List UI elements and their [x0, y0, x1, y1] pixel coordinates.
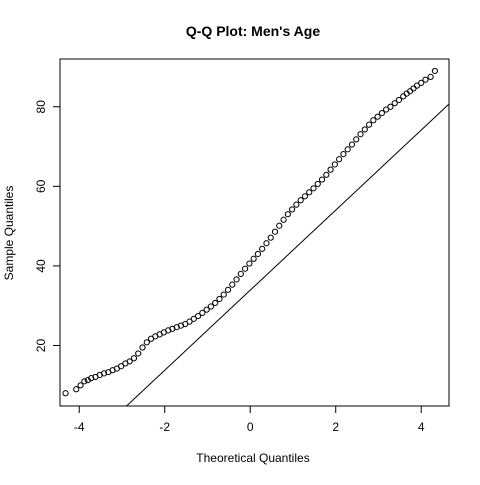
data-point [259, 245, 266, 252]
data-point [203, 306, 210, 313]
data-point [246, 260, 253, 267]
data-point [323, 171, 330, 178]
data-point [280, 216, 287, 223]
data-point [331, 161, 338, 168]
data-point [289, 206, 296, 213]
x-axis: -4 -2 0 2 4 [74, 406, 425, 434]
data-point [348, 141, 356, 148]
data-point [365, 121, 373, 128]
data-point [212, 299, 219, 307]
y-tick-label: 40 [34, 259, 48, 273]
data-point [207, 303, 214, 310]
plot-area-frame [59, 58, 450, 407]
data-point [254, 250, 262, 258]
data-point [194, 312, 202, 320]
data-point [327, 166, 334, 173]
y-tick-label: 80 [34, 100, 48, 114]
data-point [301, 193, 309, 200]
data-point [344, 146, 351, 153]
data-point [139, 344, 146, 351]
data-point [190, 315, 197, 322]
data-point [306, 189, 313, 196]
data-point [241, 265, 249, 272]
data-point [118, 363, 125, 370]
x-axis-label: Theoretical Quantiles [196, 451, 309, 465]
data-point [427, 73, 434, 81]
data-point [62, 390, 69, 397]
data-point [100, 370, 108, 377]
data-point [267, 234, 274, 241]
data-point [310, 185, 317, 192]
data-point [413, 82, 421, 89]
points-group [62, 67, 438, 397]
data-point [220, 291, 227, 298]
data-point [336, 156, 343, 163]
x-tick-label: 2 [332, 420, 339, 434]
data-point [237, 270, 244, 277]
data-point [81, 378, 88, 385]
qq-reference-line [126, 103, 450, 407]
data-point [186, 318, 193, 325]
data-point [374, 113, 381, 120]
data-point [276, 222, 283, 229]
data-point [88, 375, 95, 382]
data-point [353, 136, 360, 143]
data-point [263, 240, 270, 247]
y-axis: 20 40 60 80 [34, 100, 60, 352]
data-point [387, 103, 394, 110]
data-point [410, 85, 417, 92]
data-point [135, 350, 142, 357]
data-point [284, 211, 291, 218]
data-point [361, 126, 368, 133]
data-point [199, 309, 206, 316]
data-point [216, 295, 223, 303]
data-point [73, 386, 80, 393]
data-point [233, 276, 240, 283]
data-point [126, 358, 133, 365]
data-point [143, 339, 150, 346]
data-point [400, 93, 407, 100]
data-point [314, 180, 321, 188]
y-tick-label: 60 [34, 179, 48, 193]
reference-line-group [126, 103, 450, 407]
x-tick-label: 4 [418, 420, 425, 434]
data-point [77, 382, 84, 389]
data-point [293, 201, 300, 208]
data-point [229, 281, 236, 288]
data-point [383, 106, 390, 113]
data-point [271, 228, 279, 235]
data-point [418, 79, 425, 86]
x-tick-label: -2 [159, 420, 170, 434]
data-point [130, 355, 138, 362]
data-point [370, 117, 377, 124]
x-tick-label: 0 [247, 420, 254, 434]
data-point [84, 377, 91, 384]
data-point [340, 151, 347, 158]
data-point [395, 96, 403, 104]
data-point [431, 67, 438, 75]
y-axis-label: Sample Quantiles [2, 186, 16, 281]
data-point [391, 100, 398, 107]
data-point [250, 255, 257, 262]
data-point [378, 110, 385, 117]
data-point [357, 131, 364, 138]
chart-title: Q-Q Plot: Men's Age [186, 23, 320, 39]
data-point [224, 286, 232, 293]
data-point [318, 176, 326, 183]
data-point [297, 197, 304, 204]
data-point [422, 76, 429, 83]
x-tick-label: -4 [74, 420, 85, 434]
y-tick-label: 20 [34, 339, 48, 353]
